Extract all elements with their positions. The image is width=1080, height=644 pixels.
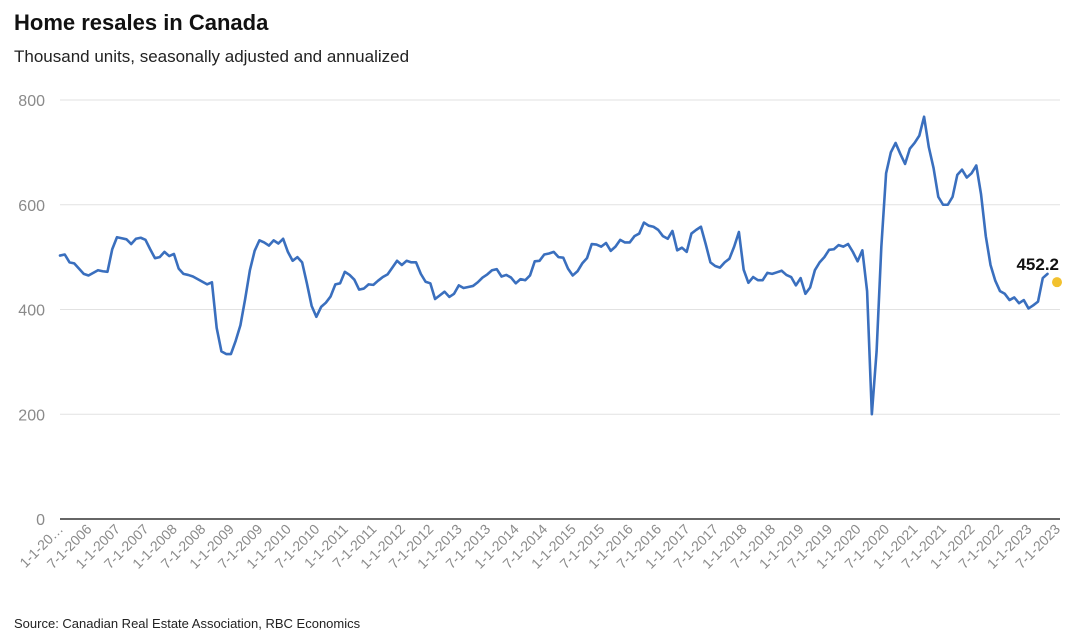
gridlines [60, 99, 1060, 520]
y-tick-label: 0 [36, 512, 45, 529]
y-tick-label: 200 [18, 407, 45, 424]
chart-subtitle: Thousand units, seasonally adjusted and … [14, 47, 410, 66]
last-point-label: 452.2 [1016, 255, 1059, 274]
y-tick-label: 800 [18, 93, 45, 110]
y-tick-label: 400 [18, 303, 45, 320]
last-data-point [1052, 277, 1062, 288]
chart-title: Home resales in Canada [14, 10, 269, 35]
y-tick-label: 600 [18, 198, 45, 215]
source-note: Source: Canadian Real Estate Association… [14, 616, 361, 631]
y-axis-ticks: 0 200 400 600 800 [18, 93, 45, 529]
x-axis-ticks: 1-1-20…7-1-20061-1-20077-1-20071-1-20087… [16, 521, 1063, 572]
series-line-home-resales [58, 115, 1049, 416]
